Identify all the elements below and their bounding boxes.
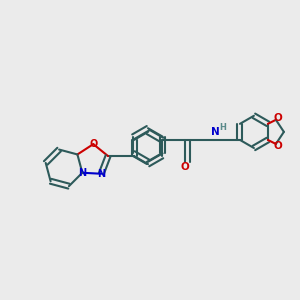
- Text: N: N: [78, 168, 86, 178]
- Text: O: O: [89, 139, 98, 149]
- Text: O: O: [274, 113, 282, 123]
- Text: O: O: [274, 141, 282, 151]
- Text: O: O: [181, 162, 189, 172]
- Text: N: N: [211, 127, 219, 137]
- Text: H: H: [220, 123, 226, 132]
- Text: N: N: [97, 169, 105, 179]
